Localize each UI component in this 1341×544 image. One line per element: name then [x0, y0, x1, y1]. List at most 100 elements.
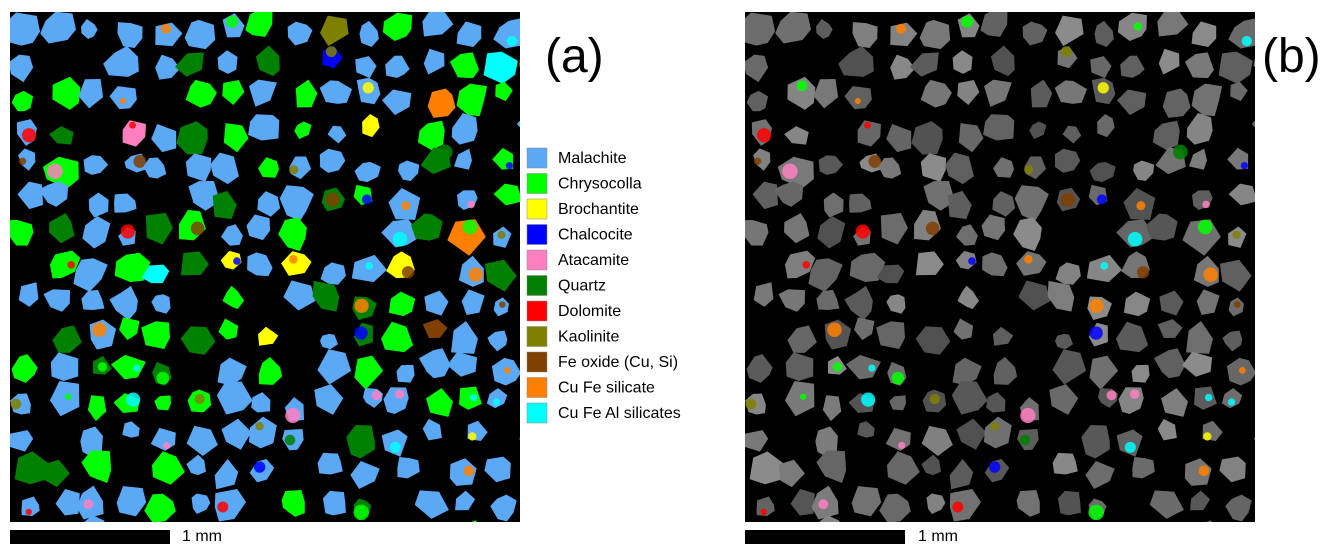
inclusion [217, 501, 228, 512]
legend-label: Cu Fe Al silicates [558, 405, 681, 422]
inclusion [1133, 22, 1142, 31]
inclusion [856, 224, 870, 238]
inclusion [285, 435, 296, 446]
inclusion [1136, 201, 1145, 210]
legend-swatch [527, 276, 547, 296]
grain [1267, 259, 1291, 277]
inclusion [67, 261, 75, 269]
grain [1266, 149, 1290, 176]
legend-swatch [527, 250, 547, 270]
legend-swatch [527, 148, 547, 168]
inclusion [1267, 431, 1275, 439]
inclusion [83, 499, 93, 509]
grain [1263, 82, 1287, 113]
panel-label: (b) [1262, 30, 1321, 83]
inclusion [896, 24, 906, 34]
inclusion [233, 257, 241, 265]
scale-bar [745, 530, 905, 544]
inclusion [354, 326, 367, 339]
inclusion [961, 16, 973, 28]
inclusion [818, 499, 828, 509]
inclusion [1061, 46, 1072, 57]
inclusion [1128, 232, 1143, 247]
inclusion [398, 22, 407, 31]
grain [1270, 530, 1285, 544]
legend-label: Atacamite [558, 252, 629, 269]
inclusion [1239, 367, 1246, 374]
grain [1062, 531, 1088, 544]
inclusion [1241, 162, 1248, 169]
inclusion [362, 194, 372, 204]
inclusion [497, 231, 505, 239]
inclusion [1125, 442, 1136, 453]
inclusion [163, 442, 170, 449]
inclusion [463, 220, 478, 235]
inclusion [891, 372, 904, 385]
inclusion [92, 323, 106, 337]
inclusion [1098, 82, 1109, 93]
inclusion [22, 128, 36, 142]
inclusion [1137, 266, 1149, 278]
inclusion [1268, 233, 1275, 240]
inclusion [65, 393, 71, 399]
inclusion [926, 222, 939, 235]
legend-label: Brochantite [558, 201, 639, 218]
inclusion [1228, 398, 1235, 405]
inclusion [855, 98, 861, 104]
inclusion [390, 442, 401, 453]
scale-bar-label: 1 mm [918, 528, 958, 544]
grain [244, 531, 267, 544]
inclusion [363, 82, 374, 93]
grain [484, 523, 513, 544]
legend-label: Kaolinite [558, 329, 619, 346]
inclusion [1232, 231, 1240, 239]
inclusion [1100, 262, 1108, 270]
inclusion [757, 128, 771, 142]
legend-swatch [527, 174, 547, 194]
inclusion [930, 394, 940, 404]
inclusion [1202, 201, 1210, 209]
inclusion [1234, 301, 1241, 308]
grain [1128, 527, 1154, 544]
inclusion [289, 255, 298, 264]
inclusion [1271, 154, 1279, 162]
grain [518, 46, 541, 74]
grain [458, 520, 481, 544]
inclusion [507, 36, 517, 46]
inclusion [833, 362, 842, 371]
grain [1259, 363, 1285, 395]
legend-label: Chalcocite [558, 227, 633, 244]
inclusion [1203, 432, 1211, 440]
inclusion [226, 16, 238, 28]
inclusion [1258, 318, 1270, 330]
inclusion [1066, 540, 1076, 544]
inclusion [285, 408, 300, 423]
legend-label: Dolomite [558, 303, 621, 320]
inclusion [968, 257, 976, 265]
inclusion [1205, 394, 1212, 401]
legend-label: Fe oxide (Cu, Si) [558, 354, 678, 371]
inclusion [468, 432, 476, 440]
inclusion [990, 422, 998, 430]
grain [1157, 536, 1178, 544]
grain [517, 114, 543, 141]
inclusion [1107, 390, 1117, 400]
grain [1219, 523, 1248, 544]
inclusion [1089, 326, 1102, 339]
inclusion [1130, 389, 1140, 399]
grain [1255, 390, 1288, 421]
inclusion [464, 466, 475, 477]
inclusion [19, 158, 26, 165]
inclusion [395, 389, 405, 399]
inclusion [861, 393, 875, 407]
inclusion [11, 399, 22, 410]
inclusion [468, 267, 483, 282]
inclusion [1020, 435, 1031, 446]
inclusion [797, 80, 808, 91]
inclusion [506, 162, 513, 169]
inclusion [47, 164, 62, 179]
grain [519, 431, 548, 456]
grain [422, 536, 443, 544]
inclusion [1173, 145, 1188, 160]
inclusion [470, 394, 477, 401]
